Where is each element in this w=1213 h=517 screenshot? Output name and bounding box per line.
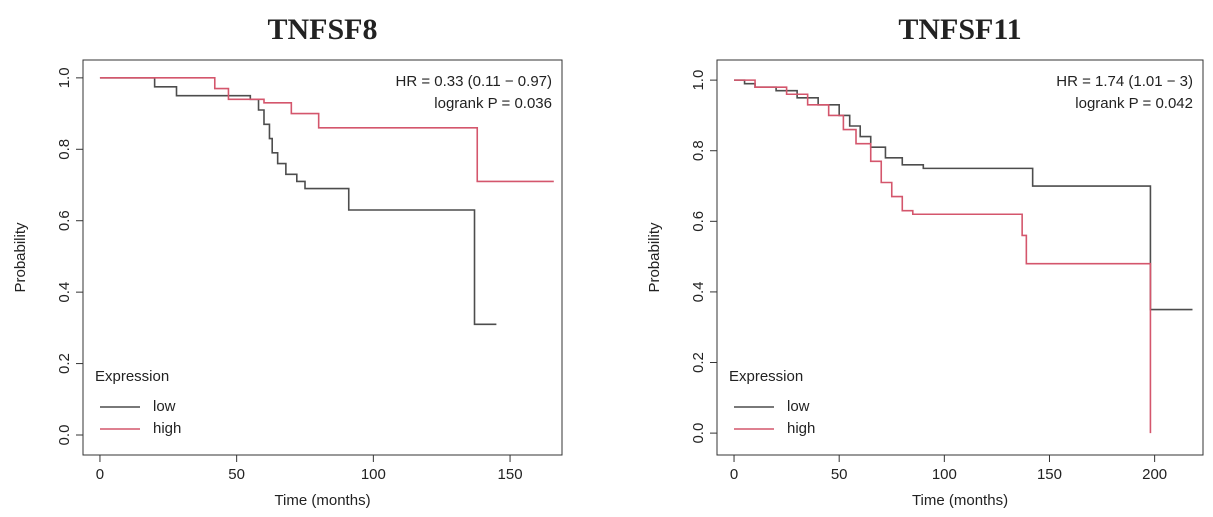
x-axis-label: Time (months) bbox=[912, 492, 1008, 509]
y-tick-label: 1.0 bbox=[690, 70, 707, 91]
annotation: HR = 0.33 (0.11 − 0.97) bbox=[396, 73, 552, 90]
plot-frame bbox=[82, 59, 563, 456]
plot-frame bbox=[716, 59, 1204, 456]
x-axis-label: Time (months) bbox=[274, 492, 370, 509]
survival-curve bbox=[99, 77, 497, 326]
chart-title: TNFSF8 bbox=[267, 13, 377, 46]
legend-label: low bbox=[787, 398, 810, 415]
y-axis-label: Probability bbox=[646, 222, 663, 293]
legend-label: high bbox=[153, 420, 181, 437]
y-tick-label: 0.4 bbox=[56, 282, 73, 303]
y-tick-label: 0.0 bbox=[690, 423, 707, 444]
annotation: logrank P = 0.042 bbox=[1075, 95, 1193, 112]
survival-curve bbox=[734, 79, 1193, 311]
y-tick-label: 0.0 bbox=[56, 425, 73, 446]
y-tick-label: 0.6 bbox=[56, 210, 73, 231]
legend-label: high bbox=[787, 420, 815, 437]
y-tick-label: 0.8 bbox=[690, 140, 707, 161]
chart-title: TNFSF11 bbox=[898, 13, 1021, 46]
annotation: logrank P = 0.036 bbox=[434, 95, 552, 112]
y-tick-label: 0.4 bbox=[690, 281, 707, 302]
y-tick-label: 0.2 bbox=[56, 353, 73, 374]
y-tick-label: 1.0 bbox=[56, 67, 73, 88]
x-tick-label: 50 bbox=[831, 466, 848, 483]
x-tick-label: 150 bbox=[498, 466, 523, 483]
x-tick-label: 50 bbox=[228, 466, 245, 483]
legend-label: low bbox=[153, 398, 176, 415]
y-tick-label: 0.8 bbox=[56, 139, 73, 160]
x-tick-label: 0 bbox=[96, 466, 104, 483]
x-tick-label: 0 bbox=[730, 466, 738, 483]
x-tick-label: 100 bbox=[932, 466, 957, 483]
x-tick-label: 200 bbox=[1142, 466, 1167, 483]
survival-curve bbox=[734, 79, 1152, 434]
y-axis-label: Probability bbox=[12, 222, 29, 293]
legend-title: Expression bbox=[95, 368, 169, 385]
annotation: HR = 1.74 (1.01 − 3) bbox=[1056, 73, 1193, 90]
legend-title: Expression bbox=[729, 368, 803, 385]
y-tick-label: 0.6 bbox=[690, 211, 707, 232]
y-tick-label: 0.2 bbox=[690, 352, 707, 373]
survival-curve bbox=[99, 77, 554, 183]
x-tick-label: 100 bbox=[361, 466, 386, 483]
x-tick-label: 150 bbox=[1037, 466, 1062, 483]
